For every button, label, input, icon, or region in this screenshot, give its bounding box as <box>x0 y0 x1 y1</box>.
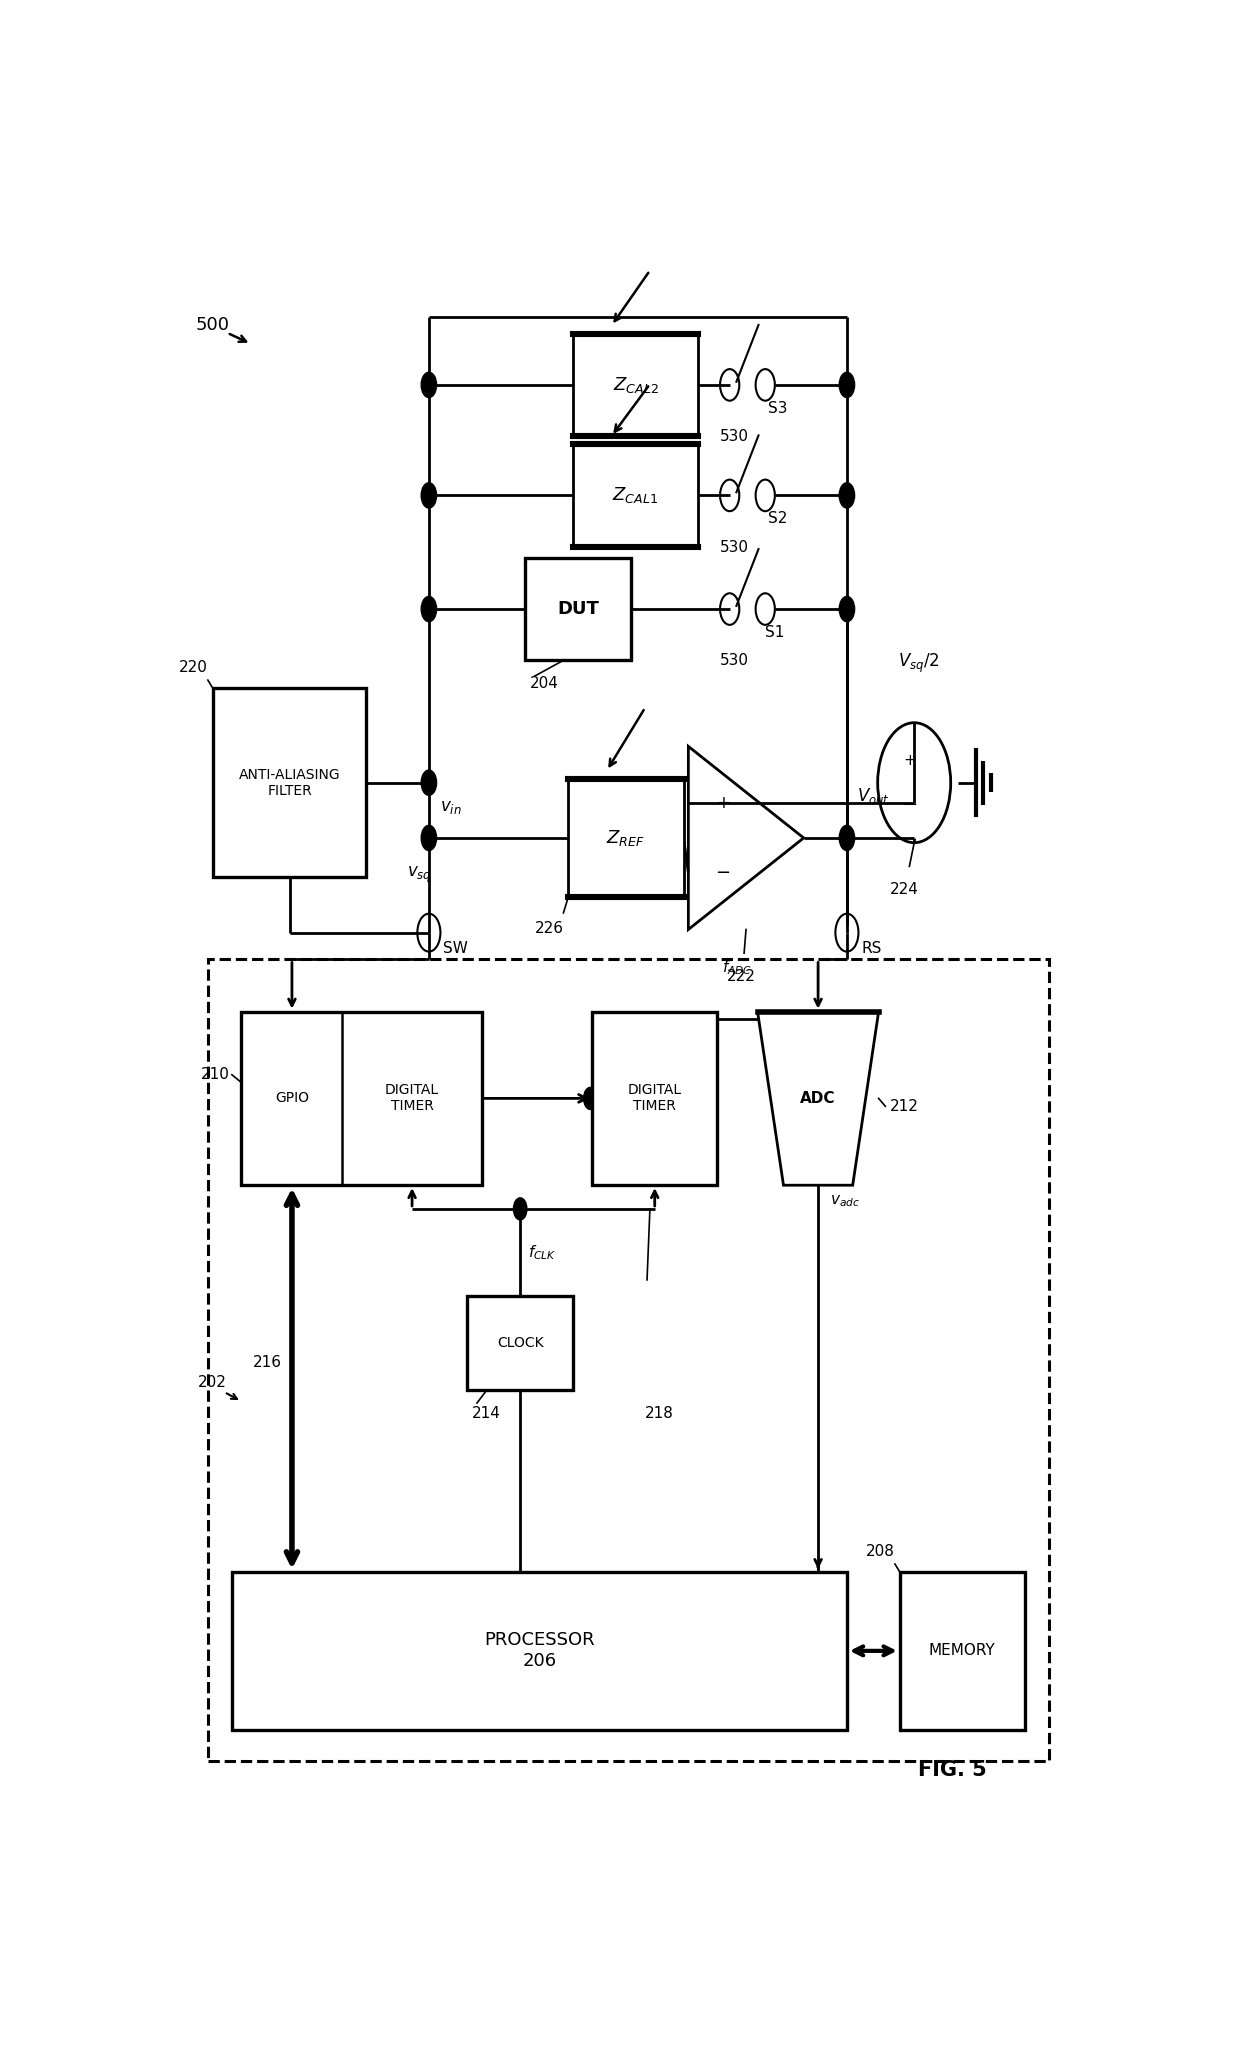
FancyBboxPatch shape <box>573 445 698 547</box>
Circle shape <box>422 826 436 851</box>
Text: 226: 226 <box>534 920 563 935</box>
Text: 214: 214 <box>472 1406 501 1421</box>
FancyBboxPatch shape <box>593 1011 717 1185</box>
Text: $Z_{CAL2}$: $Z_{CAL2}$ <box>613 375 658 396</box>
FancyBboxPatch shape <box>213 689 367 877</box>
Text: 204: 204 <box>529 676 559 691</box>
FancyBboxPatch shape <box>900 1572 1024 1730</box>
FancyBboxPatch shape <box>525 558 631 660</box>
Text: −: − <box>901 795 916 814</box>
Text: 210: 210 <box>201 1068 229 1082</box>
Text: 220: 220 <box>179 660 208 674</box>
Text: $v_{in}$: $v_{in}$ <box>440 797 463 816</box>
Circle shape <box>422 597 436 621</box>
FancyBboxPatch shape <box>232 1572 847 1730</box>
Text: 530: 530 <box>720 539 749 556</box>
Text: $f_{ADC}$: $f_{ADC}$ <box>722 957 753 978</box>
Text: GPIO: GPIO <box>275 1091 309 1105</box>
Text: CLOCK: CLOCK <box>497 1337 543 1351</box>
Circle shape <box>839 484 854 508</box>
Text: SW: SW <box>444 941 469 955</box>
Circle shape <box>839 373 854 398</box>
Text: +: + <box>715 793 730 812</box>
Text: $v_{sq}$: $v_{sq}$ <box>407 865 432 886</box>
Text: 208: 208 <box>866 1544 895 1560</box>
Text: PROCESSOR
206: PROCESSOR 206 <box>484 1632 595 1671</box>
Text: 530: 530 <box>720 654 749 668</box>
Text: 222: 222 <box>727 970 755 984</box>
Circle shape <box>839 597 854 621</box>
Text: 202: 202 <box>198 1376 227 1390</box>
FancyBboxPatch shape <box>208 959 1049 1761</box>
Text: MEMORY: MEMORY <box>929 1644 996 1658</box>
Text: ADC: ADC <box>800 1091 836 1105</box>
Text: FIG. 5: FIG. 5 <box>919 1761 987 1779</box>
Text: DIGITAL
TIMER: DIGITAL TIMER <box>384 1082 439 1113</box>
Text: 500: 500 <box>196 316 229 334</box>
Text: RS: RS <box>862 941 882 955</box>
Text: −: − <box>715 863 730 882</box>
Text: $f_{CLK}$: $f_{CLK}$ <box>528 1242 557 1261</box>
Circle shape <box>839 826 854 851</box>
Text: $V_{out}$: $V_{out}$ <box>857 787 889 806</box>
Text: ANTI-ALIASING
FILTER: ANTI-ALIASING FILTER <box>239 767 340 797</box>
Circle shape <box>513 1197 527 1220</box>
Circle shape <box>584 1086 598 1109</box>
Text: S3: S3 <box>768 400 787 416</box>
Text: $Z_{REF}$: $Z_{REF}$ <box>606 828 645 849</box>
Text: 218: 218 <box>645 1406 675 1421</box>
Text: 224: 224 <box>890 882 919 898</box>
Text: $Z_{CAL1}$: $Z_{CAL1}$ <box>613 486 658 506</box>
FancyBboxPatch shape <box>467 1296 573 1390</box>
Text: 216: 216 <box>253 1355 283 1369</box>
Text: DIGITAL
TIMER: DIGITAL TIMER <box>627 1082 682 1113</box>
FancyBboxPatch shape <box>242 1011 481 1185</box>
Text: S2: S2 <box>768 510 787 527</box>
Text: $v_{adc}$: $v_{adc}$ <box>830 1193 859 1210</box>
Circle shape <box>422 484 436 508</box>
Text: +: + <box>903 752 916 769</box>
Text: DUT: DUT <box>557 601 599 617</box>
FancyBboxPatch shape <box>568 779 683 898</box>
FancyBboxPatch shape <box>573 334 698 437</box>
Text: $V_{sq}/2$: $V_{sq}/2$ <box>898 652 940 674</box>
Circle shape <box>422 771 436 795</box>
Circle shape <box>422 373 436 398</box>
Text: 530: 530 <box>720 428 749 445</box>
Text: 212: 212 <box>890 1099 919 1113</box>
Text: S1: S1 <box>765 625 785 640</box>
